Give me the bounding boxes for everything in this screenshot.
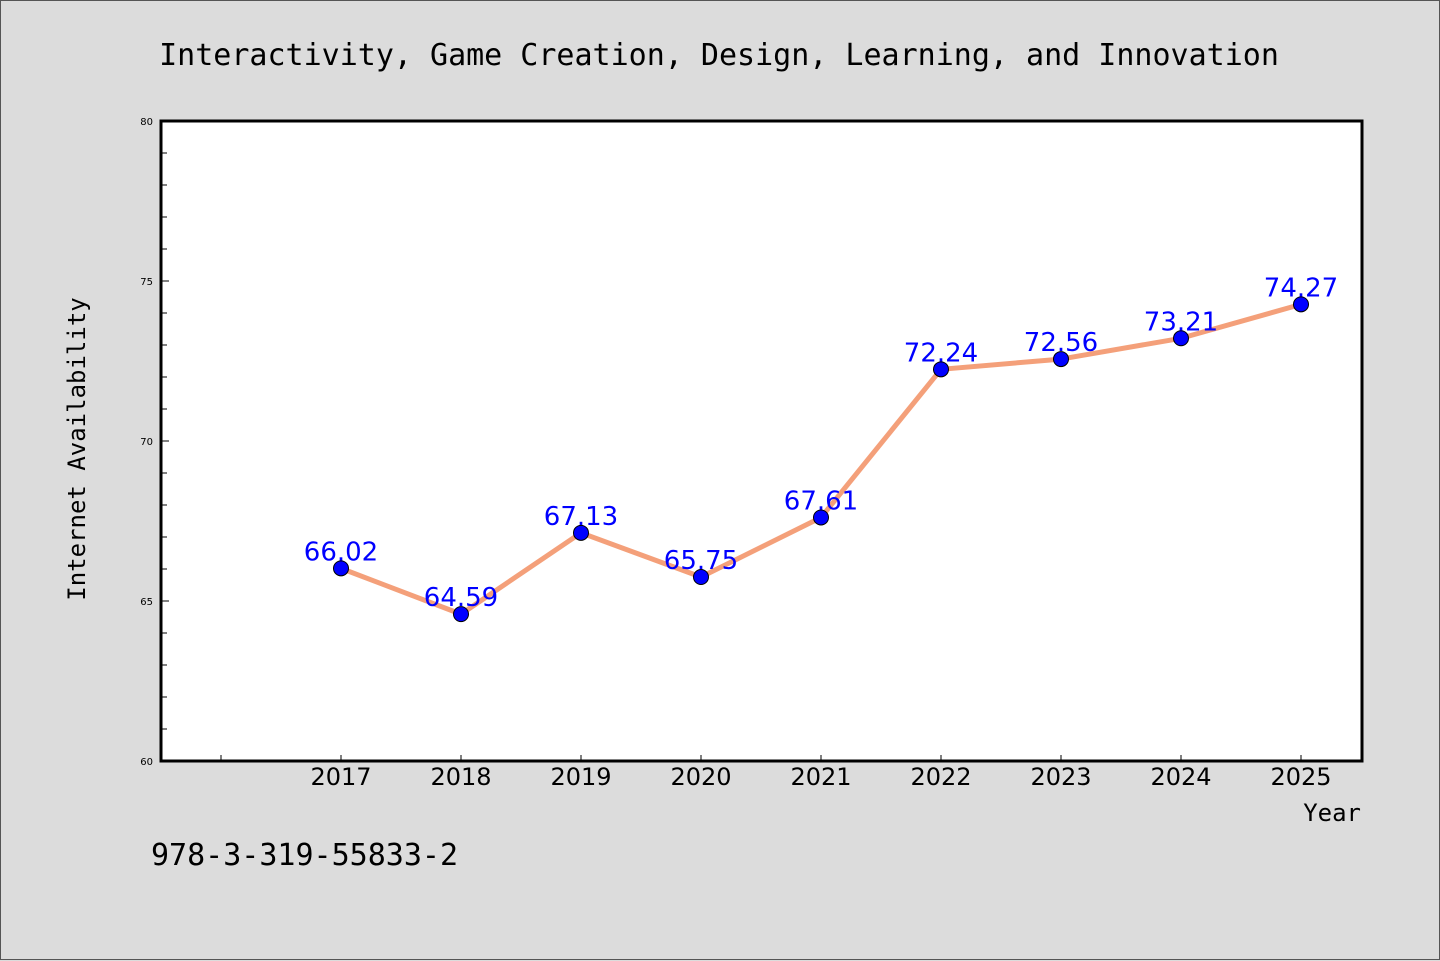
x-tick-label: 2019	[550, 763, 611, 791]
x-tick-label: 2018	[430, 763, 491, 791]
x-tick-label: 2022	[910, 763, 971, 791]
data-point	[693, 569, 709, 585]
data-point	[813, 509, 829, 526]
y-tick-label: 75	[140, 277, 153, 288]
data-label: 72.24	[904, 338, 978, 368]
data-label: 65.75	[664, 546, 738, 576]
data-point	[1293, 296, 1309, 313]
x-tick-label: 2017	[310, 763, 371, 791]
data-label: 67.13	[544, 502, 618, 532]
plot-frame	[159, 119, 1364, 763]
x-tick-label: 2024	[1150, 763, 1211, 791]
data-label: 72.56	[1024, 328, 1098, 358]
x-tick-label: 2025	[1270, 763, 1331, 791]
x-axis-label: Year	[1303, 799, 1361, 827]
data-label: 74.27	[1264, 273, 1338, 303]
data-label: 67.61	[784, 486, 858, 516]
x-tick-label: 2023	[1030, 763, 1091, 791]
data-point	[1173, 330, 1189, 347]
plot-area	[161, 121, 1362, 761]
data-point	[1053, 351, 1069, 368]
data-label: 73.21	[1144, 307, 1218, 337]
data-label: 66.02	[304, 537, 378, 567]
y-axis-label: Internet Availability	[63, 297, 91, 600]
x-tick-label: 2021	[790, 763, 851, 791]
footer-text: 978-3-319-55833-2	[151, 838, 458, 873]
y-tick-label: 70	[140, 437, 153, 448]
data-point	[573, 524, 589, 541]
data-series: 66.02 64.59 67.13 65.75 67.61 72.24 72.56 73.21…	[304, 273, 1338, 623]
y-tick-label: 60	[140, 757, 153, 768]
x-axis: 2017 2018 2019 2020 2021 2022 2023 2024 2025	[220, 755, 1332, 791]
data-point	[453, 606, 469, 623]
chart-title: Interactivity, Game Creation, Design, Le…	[159, 38, 1279, 73]
data-label: 64.59	[424, 583, 498, 613]
data-point	[333, 560, 349, 577]
y-tick-label: 65	[140, 597, 153, 608]
x-tick-label: 2020	[670, 763, 731, 791]
y-tick-label: 80	[140, 117, 153, 128]
data-point	[933, 361, 949, 378]
